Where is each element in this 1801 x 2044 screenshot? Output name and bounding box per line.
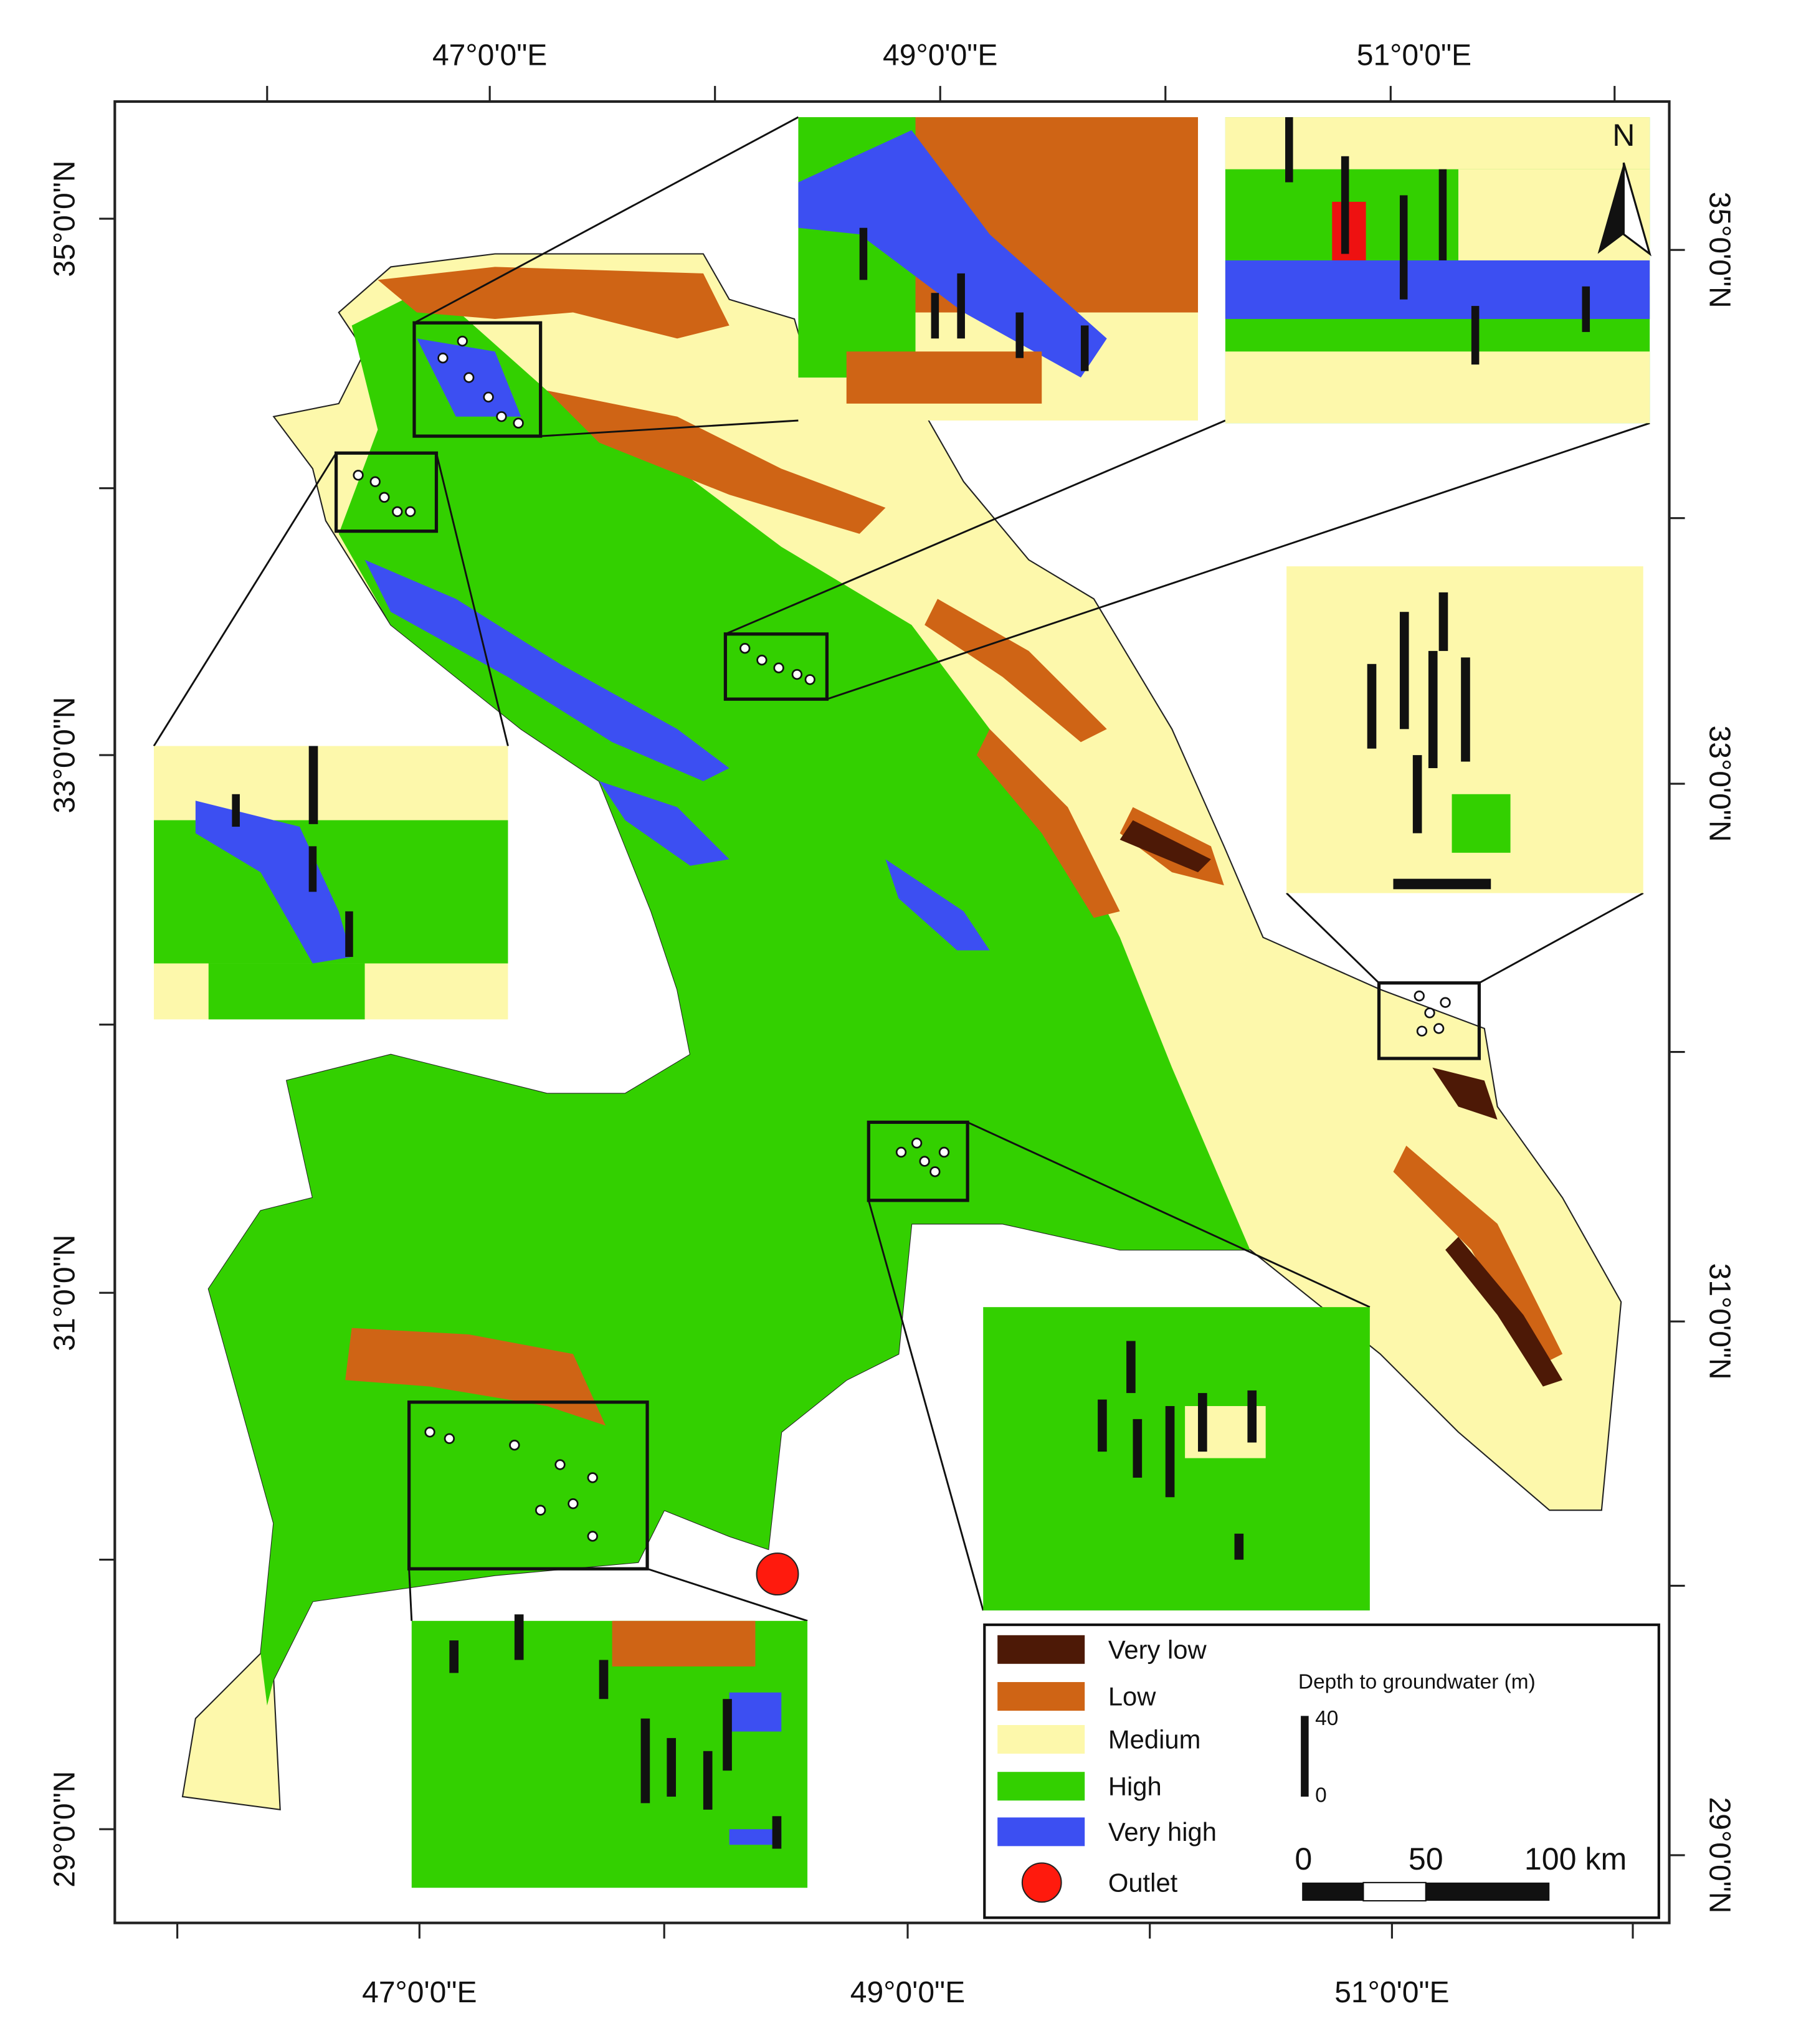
lon-label: 51°0'0"E	[1334, 1975, 1449, 2009]
lon-label: 47°0'0"E	[432, 38, 547, 72]
scale-bar	[1362, 1881, 1427, 1902]
scale-label: 100 km	[1524, 1842, 1627, 1876]
very-high-zone	[885, 859, 990, 951]
lon-label: 47°0'0"E	[362, 1975, 477, 2009]
frame-ticks	[99, 85, 1685, 1939]
basin	[181, 253, 1622, 1811]
legend-swatch	[997, 1817, 1085, 1847]
very-low-zone	[1119, 820, 1211, 873]
legend-swatch	[997, 1682, 1085, 1711]
lat-label: 33°0'0"N	[48, 697, 82, 814]
legend-label: Very low	[1108, 1635, 1207, 1664]
low-zone	[976, 729, 1120, 918]
very-low-zone	[1445, 1237, 1563, 1387]
low-zone	[547, 390, 886, 534]
scale-label: 0	[1295, 1842, 1312, 1876]
depth-max: 40	[1315, 1707, 1338, 1730]
well-points	[353, 335, 1451, 1542]
legend-label: High	[1108, 1772, 1162, 1801]
lat-label: 29°0'0"N	[48, 1771, 82, 1888]
low-zone	[378, 267, 729, 339]
lat-label: 31°0'0"N	[48, 1235, 82, 1351]
lon-label: 49°0'0"E	[850, 1975, 965, 2009]
lat-label: 29°0'0"N	[1703, 1797, 1736, 1913]
legend-swatch	[997, 1772, 1085, 1801]
very-high-zone	[599, 781, 729, 866]
lat-label: 31°0'0"N	[1703, 1263, 1736, 1380]
lon-label: 49°0'0"E	[883, 38, 997, 72]
lat-label: 35°0'0"N	[48, 161, 82, 277]
lon-label: 51°0'0"E	[1357, 38, 1471, 72]
legend-swatch	[1021, 1862, 1062, 1903]
scale-bar	[1425, 1882, 1550, 1901]
legend-swatch	[997, 1635, 1085, 1664]
study-sites	[334, 321, 1481, 1571]
inset-right	[1286, 566, 1643, 893]
depth-title: Depth to groundwater (m)	[1298, 1670, 1536, 1693]
legend-label: Low	[1108, 1682, 1156, 1711]
inset-top-left	[798, 117, 1199, 421]
outlet-marker	[756, 1552, 799, 1596]
map-frame	[113, 100, 1671, 1924]
inset-mid	[983, 1307, 1370, 1611]
inset-connectors	[153, 116, 1650, 1622]
north-label: N	[1612, 118, 1635, 153]
legend-label: Medium	[1108, 1725, 1201, 1754]
legend-label: Very high	[1108, 1817, 1217, 1847]
very-high-zone	[364, 559, 729, 781]
legend-label: Outlet	[1108, 1868, 1178, 1897]
very-low-zone	[1432, 1067, 1498, 1120]
scale-label: 50	[1409, 1842, 1443, 1876]
north-arrow: N	[1597, 118, 1651, 257]
legend-swatch	[997, 1724, 1085, 1754]
scale-bar	[1302, 1882, 1364, 1901]
lat-label: 33°0'0"N	[1703, 726, 1736, 842]
inset-top-right	[1225, 117, 1650, 424]
lat-label: 35°0'0"N	[1703, 192, 1736, 308]
low-zone	[924, 599, 1107, 743]
inset-left	[153, 746, 508, 1020]
depth-min: 0	[1315, 1784, 1327, 1807]
inset-bottom	[411, 1614, 808, 1888]
legend: Depth to groundwater (m) 40 0 0 50 100 k…	[983, 1623, 1660, 1919]
